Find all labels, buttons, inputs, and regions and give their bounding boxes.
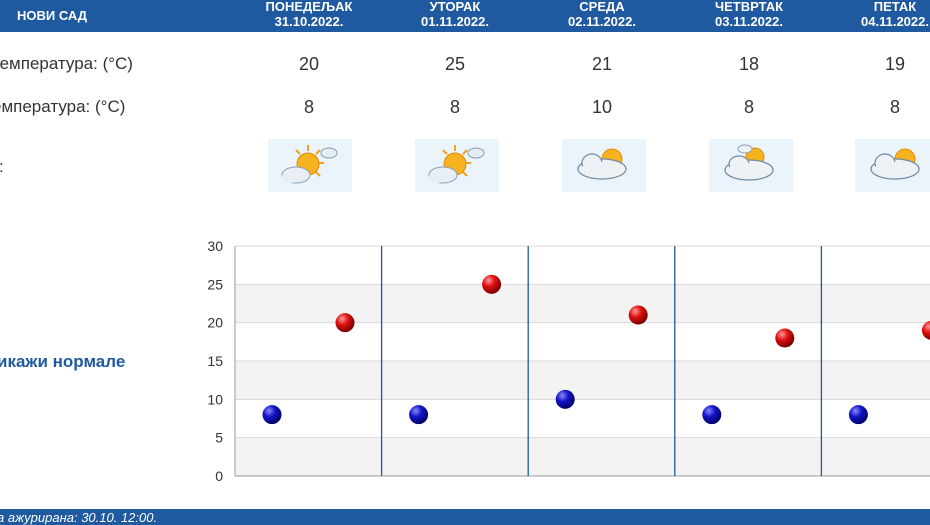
max-temp-value: 25 (444, 54, 466, 74)
min-temp-point (555, 389, 575, 409)
day-name: ПЕТАК (873, 0, 917, 14)
day-header-3: ЧЕТВРТАК 03.11.2022. (676, 0, 822, 29)
grid-band (235, 399, 930, 438)
sun-behind-cloud-icon (415, 139, 499, 192)
cloud-small-sun-icon (709, 139, 793, 192)
min-temp-point (262, 405, 282, 425)
min-temp-point (702, 405, 722, 425)
day-name: ЧЕТВРТАК (714, 0, 784, 14)
max-temp-point (482, 274, 502, 294)
y-tick-label: 30 (207, 238, 223, 254)
day-name: УТОРАК (429, 0, 481, 14)
y-tick-label: 20 (207, 315, 223, 331)
day-header-2: СРЕДА 02.11.2022. (529, 0, 675, 29)
min-temp-value: 10 (591, 97, 613, 117)
max-temp-value: 18 (738, 54, 760, 74)
max-temp-label: температура: (°C) (0, 54, 133, 73)
cloud-sun-icon (855, 139, 930, 192)
min-temp-point (848, 405, 868, 425)
day-date: 03.11.2022. (715, 14, 783, 29)
y-tick-label: 0 (215, 468, 223, 484)
max-temp-value: 19 (884, 54, 906, 74)
min-temp-value: 8 (449, 97, 460, 117)
show-normals-link[interactable]: икажи нормале (0, 352, 126, 371)
day-date: 01.11.2022. (421, 14, 489, 29)
temperature-chart: 0 5 10 15 20 25 30 (207, 238, 930, 484)
day-header-1: УТОРАК 01.11.2022. (382, 0, 528, 29)
day-date: 04.11.2022. (861, 14, 929, 29)
max-temp-value: 20 (298, 54, 320, 74)
y-tick-label: 5 (215, 430, 223, 446)
weather-label: : (0, 157, 4, 177)
city-name: НОВИ САД (17, 8, 88, 23)
max-temp-point (921, 320, 930, 340)
last-updated-text: а ажурирана: 30.10. 12:00. (0, 510, 158, 525)
max-temp-point (775, 328, 795, 348)
day-name: ПОНЕДЕЉАК (265, 0, 353, 14)
day-header-0: ПОНЕДЕЉАК 31.10.2022. (236, 0, 382, 29)
max-temp-point (335, 313, 355, 333)
max-temp-value: 21 (591, 54, 613, 74)
y-tick-label: 25 (207, 276, 223, 292)
grid-band (235, 361, 930, 400)
day-header-4: ПЕТАК 04.11.2022. (822, 0, 930, 29)
min-temp-value: 8 (303, 97, 314, 117)
max-temp-point (628, 305, 648, 325)
y-tick-label: 10 (207, 391, 223, 407)
day-name: СРЕДА (579, 0, 625, 14)
min-temp-value: 8 (889, 97, 900, 117)
grid-band (235, 246, 930, 285)
min-temp-value: 8 (743, 97, 754, 117)
day-date: 02.11.2022. (568, 14, 636, 29)
footer-bar: а ажурирана: 30.10. 12:00. (0, 509, 930, 525)
day-date: 31.10.2022. (274, 14, 344, 29)
cloud-sun-icon (562, 139, 646, 192)
min-temp-label: емпература: (°C) (0, 97, 126, 116)
header-bar: НОВИ САД ПОНЕДЕЉАК 31.10.2022. УТОРАК 01… (0, 0, 930, 32)
sun-behind-cloud-icon (268, 139, 352, 192)
grid-band (235, 437, 930, 476)
y-tick-label: 15 (207, 353, 223, 369)
min-temp-point (409, 405, 429, 425)
